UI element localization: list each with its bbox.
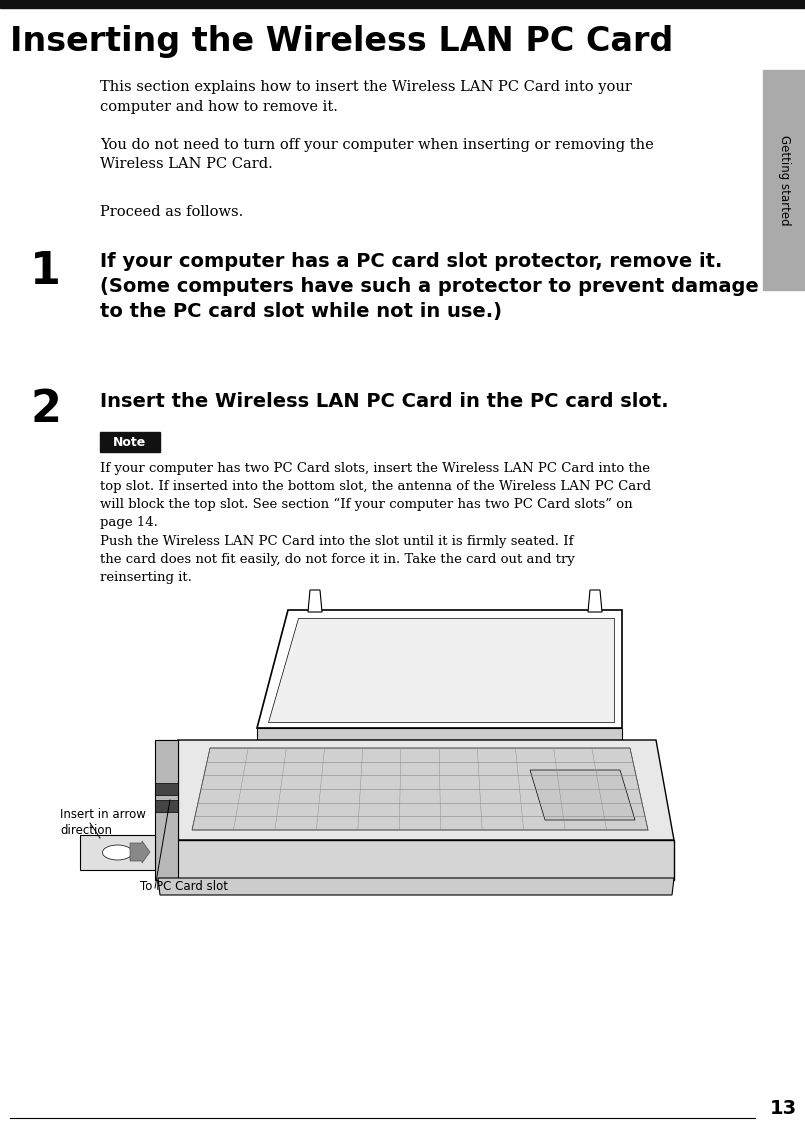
Text: This section explains how to insert the Wireless LAN PC Card into your
computer : This section explains how to insert the … [100, 80, 632, 113]
Bar [763, 70, 805, 290]
Bar [100, 432, 160, 452]
Text: 2: 2 [30, 388, 61, 431]
Polygon shape [308, 590, 322, 612]
Text: Push the Wireless LAN PC Card into the slot until it is firmly seated. If
the ca: Push the Wireless LAN PC Card into the s… [100, 535, 575, 584]
Polygon shape [192, 748, 648, 830]
Polygon shape [158, 879, 674, 895]
Text: If your computer has two PC Card slots, insert the Wireless LAN PC Card into the: If your computer has two PC Card slots, … [100, 462, 651, 529]
Polygon shape [257, 610, 622, 728]
Text: Proceed as follows.: Proceed as follows. [100, 205, 243, 219]
Text: 13: 13 [770, 1099, 797, 1118]
Bar [155, 800, 178, 812]
Text: To PC Card slot: To PC Card slot [140, 880, 228, 893]
Polygon shape [155, 741, 178, 880]
Bar [0, 0, 805, 8]
Text: Insert the Wireless LAN PC Card in the PC card slot.: Insert the Wireless LAN PC Card in the P… [100, 393, 669, 411]
Text: Insert in arrow
direction: Insert in arrow direction [60, 808, 146, 837]
Text: Note: Note [114, 436, 147, 448]
Text: Getting started: Getting started [778, 135, 791, 225]
Polygon shape [268, 618, 614, 722]
Polygon shape [530, 770, 635, 820]
Text: 1: 1 [30, 250, 61, 293]
Text: You do not need to turn off your computer when inserting or removing the
Wireles: You do not need to turn off your compute… [100, 138, 654, 171]
Polygon shape [257, 728, 622, 741]
Bar [155, 783, 178, 795]
Polygon shape [158, 741, 178, 840]
Polygon shape [588, 590, 602, 612]
FancyArrow shape [130, 841, 150, 863]
Text: Inserting the Wireless LAN PC Card: Inserting the Wireless LAN PC Card [10, 25, 673, 58]
Ellipse shape [102, 845, 133, 860]
Text: If your computer has a PC card slot protector, remove it.
(Some computers have s: If your computer has a PC card slot prot… [100, 252, 759, 321]
Polygon shape [158, 741, 674, 840]
Polygon shape [158, 840, 674, 880]
Polygon shape [80, 835, 155, 869]
